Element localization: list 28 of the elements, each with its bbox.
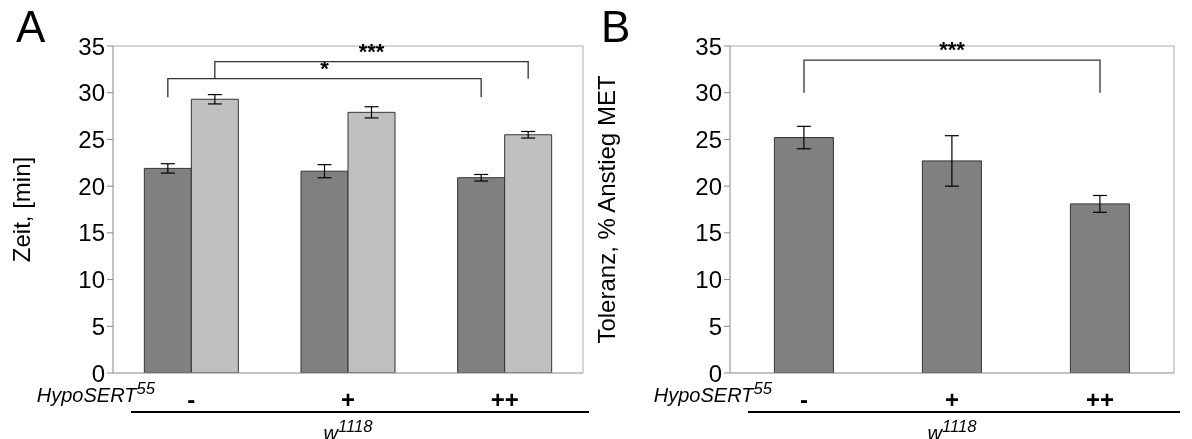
x-tick-label: + [340,386,356,414]
y-tick-label: 20 [695,172,722,200]
x-tick-label: - [800,386,808,414]
y-tick-label: 35 [78,32,105,60]
x-axis-title: w$^{1118}$ [926,416,978,439]
y-tick-label: 10 [695,266,722,294]
y-tick-label: 5 [708,312,722,340]
annotation: *** [939,37,966,63]
y-tick-label: 15 [78,219,105,247]
chart-title: A [16,2,46,52]
y-tick-label: 10 [78,266,105,294]
y-tick-label: 5 [91,312,105,340]
x-tick-label: ++ [490,386,519,414]
y-tick-label: 25 [78,125,105,153]
y-tick-label: 30 [695,79,722,107]
chart-title: B [601,2,631,52]
y-tick-label: 35 [695,32,722,60]
x-tick-label: - [187,386,196,414]
x-tick-label: ++ [1085,386,1115,414]
y-axis-title: Toleranz, % Anstieg MET [592,75,620,344]
y-axis-title: Zeit, [min] [7,156,35,263]
y-tick-label: 25 [695,125,722,153]
annotation: *** [358,38,385,64]
y-tick-label: 20 [78,172,105,200]
x-tick-label: + [944,386,960,414]
x-axis-title: w$^{1118}$ [322,416,374,439]
y-tick-label: 30 [78,79,105,107]
y-tick-label: 15 [695,219,722,247]
